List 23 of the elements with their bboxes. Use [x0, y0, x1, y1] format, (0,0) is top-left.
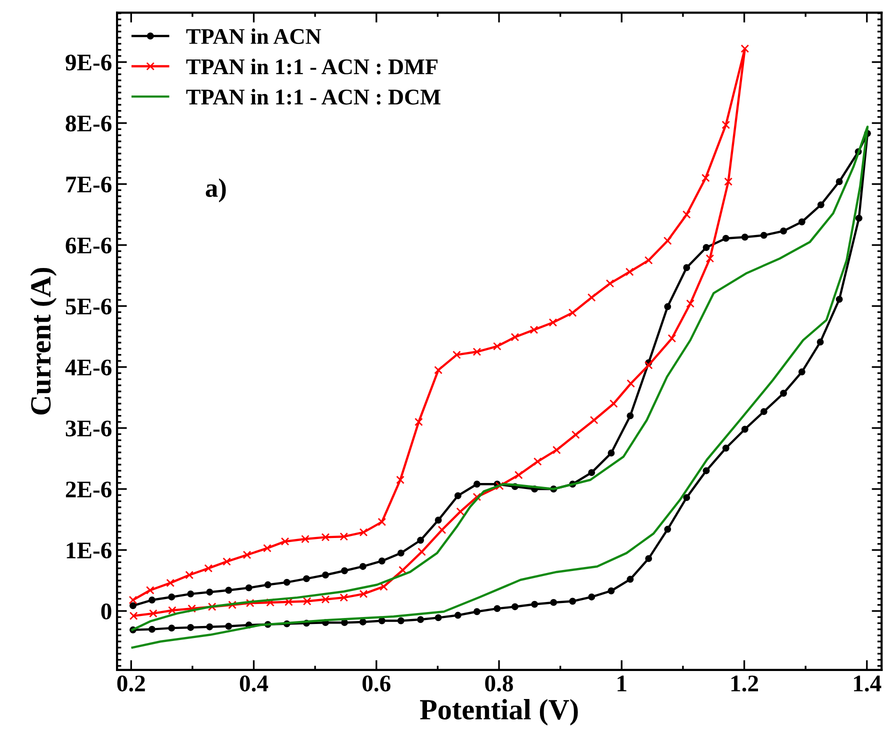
x-tick-label: 1.2: [731, 676, 758, 692]
annotation: a): [206, 178, 226, 202]
y-tick-label: 1E-6: [66, 542, 112, 558]
x-axis-title: Potential (V): [420, 699, 578, 726]
y-tick-label: 3E-6: [66, 420, 112, 436]
x-tick-label: 1.4: [854, 676, 882, 692]
y-axis-title: Current (A): [30, 268, 57, 415]
y-tick-label: 5E-6: [66, 298, 112, 314]
y-tick-label: 0: [101, 603, 112, 620]
y-tick-label: 7E-6: [66, 176, 112, 192]
y-tick-label: 2E-6: [66, 482, 112, 498]
x-tick-label: 0.8: [485, 676, 513, 692]
x-tick-label: 1: [618, 676, 626, 692]
legend-label: TPAN in 1:1 - ACN : DCM: [186, 88, 440, 105]
x-tick-label: 0.4: [240, 676, 268, 692]
x-tick-label: 0.2: [117, 676, 145, 692]
legend-label: TPAN in 1:1 - ACN : DMF: [186, 58, 438, 74]
y-tick-label: 6E-6: [66, 238, 112, 254]
legend-label: TPAN in ACN: [186, 28, 322, 44]
y-tick-label: 4E-6: [65, 360, 112, 376]
x-tick-label: 0.6: [362, 676, 390, 692]
y-tick-label: 9E-6: [66, 54, 112, 70]
y-tick-label: 8E-6: [66, 116, 112, 132]
